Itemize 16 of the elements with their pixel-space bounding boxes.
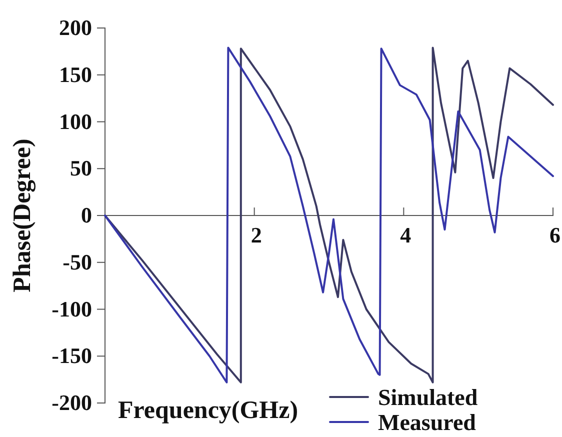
y-tick-label: 100 [59, 108, 92, 134]
y-tick-label: -50 [62, 249, 92, 274]
y-axis-title: Phase(Degree) [9, 138, 36, 292]
legend-label: Simulated [378, 385, 478, 410]
x-axis-title: Frequency(GHz) [118, 397, 298, 424]
y-tick-label: -100 [52, 296, 92, 322]
y-tick-label: 150 [59, 62, 92, 87]
legend-label: Measured [378, 410, 476, 435]
y-tick-label: 50 [70, 156, 92, 181]
y-tick-label: 200 [59, 15, 92, 40]
x-tick-label: 6 [550, 222, 560, 248]
y-tick-label: 0 [81, 202, 92, 228]
x-tick-label: 4 [400, 222, 412, 248]
x-tick-label: 2 [250, 222, 262, 248]
y-tick-label: -200 [52, 390, 92, 416]
y-tick-label: -150 [52, 343, 92, 368]
